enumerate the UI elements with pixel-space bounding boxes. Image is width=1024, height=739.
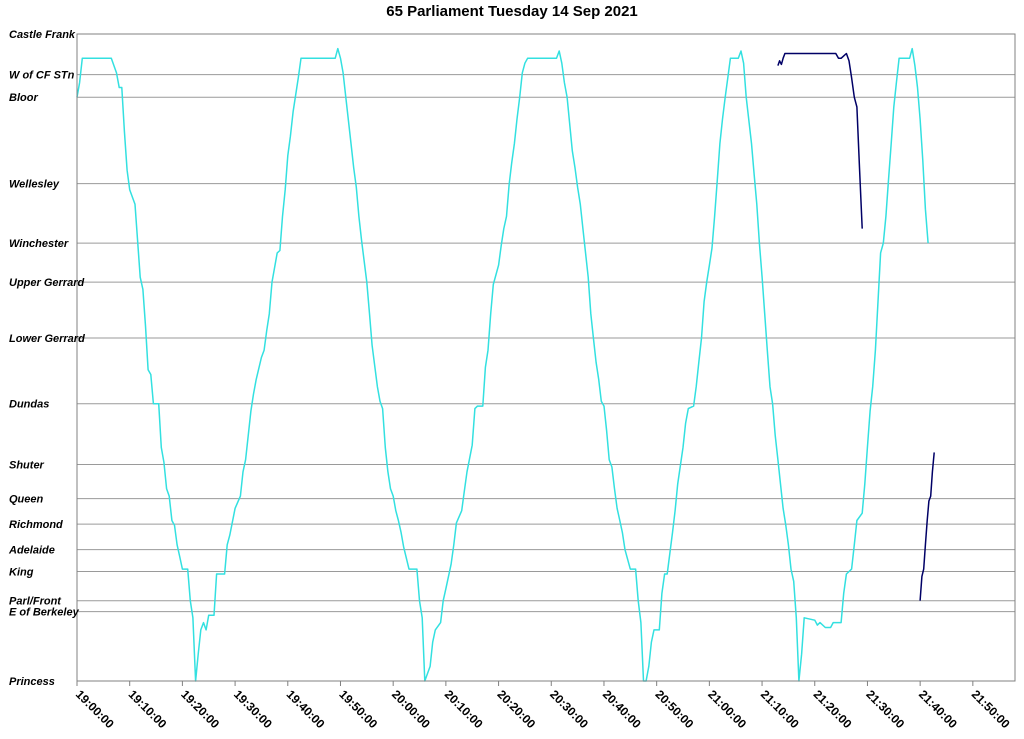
stop-label: W of CF STn	[9, 70, 75, 82]
x-tick-label: 21:00:00	[705, 687, 749, 731]
stop-label: Queen	[9, 494, 44, 506]
stop-label: King	[9, 567, 34, 579]
x-tick-label: 21:50:00	[969, 687, 1013, 731]
chart-title: 65 Parliament Tuesday 14 Sep 2021	[386, 3, 638, 20]
stop-label: Castle Frank	[9, 29, 76, 41]
x-tick-label: 19:30:00	[231, 687, 275, 731]
x-tick-label: 19:40:00	[284, 687, 328, 731]
stop-label: Upper Gerrard	[9, 277, 84, 289]
x-tick-label: 21:30:00	[863, 687, 907, 731]
stop-label: Winchester	[9, 238, 69, 250]
x-tick-label: 20:40:00	[600, 687, 644, 731]
x-tick-label: 19:10:00	[126, 687, 170, 731]
x-tick-label: 19:00:00	[73, 687, 117, 731]
stop-label: Dundas	[9, 399, 49, 411]
x-tick-label: 20:50:00	[653, 687, 697, 731]
series-line-2	[777, 52, 863, 229]
x-tick-label: 21:40:00	[916, 687, 960, 731]
x-tick-label: 20:10:00	[442, 687, 486, 731]
x-tick-label: 19:20:00	[178, 687, 222, 731]
x-tick-label: 21:10:00	[758, 687, 802, 731]
x-tick-label: 21:20:00	[811, 687, 855, 731]
stop-label: Princess	[9, 676, 55, 688]
x-tick-label: 20:20:00	[494, 687, 538, 731]
plot-area-frame	[76, 33, 1016, 682]
stop-label: Parl/Front	[9, 596, 62, 608]
x-tick-label: 19:50:00	[336, 687, 380, 731]
stop-label: E of Berkeley	[9, 607, 80, 619]
x-tick-label: 20:00:00	[389, 687, 433, 731]
stop-label: Shuter	[9, 460, 45, 472]
stop-label: Lower Gerrard	[9, 333, 85, 345]
stop-label: Adelaide	[8, 545, 55, 557]
stop-label: Richmond	[9, 519, 63, 531]
series-line-3	[919, 452, 935, 601]
stop-label: Bloor	[9, 92, 38, 104]
x-tick-label: 20:30:00	[547, 687, 591, 731]
series-line-1	[76, 47, 929, 682]
stop-label: Wellesley	[9, 179, 60, 191]
